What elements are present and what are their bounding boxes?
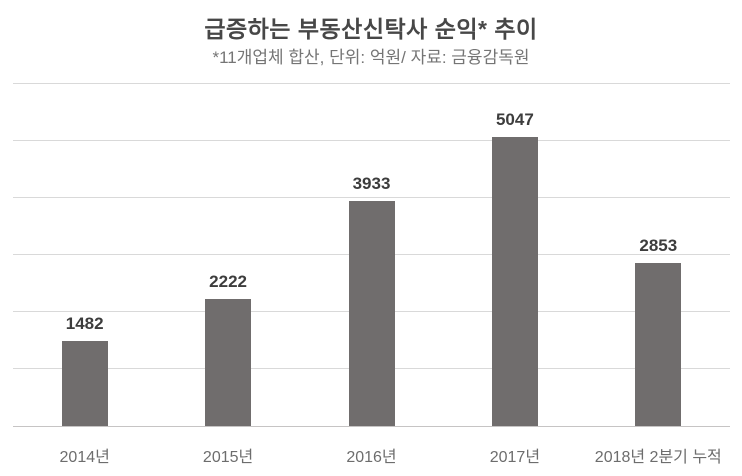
- bar-2014년: [61, 341, 108, 426]
- bar-2015년: [205, 298, 252, 426]
- gridline: [13, 196, 730, 198]
- x-axis-category-label: 2014년: [59, 449, 110, 466]
- bar-value-label: 5047: [495, 110, 534, 130]
- bar-2018년 2분기 누적: [635, 262, 682, 426]
- plot-area: 1482 2014년 2222 2015년 3933 2016년 5047 2017년 2853…: [13, 82, 730, 466]
- chart-subtitle: *11개업체 합산, 단위: 억원/ 자료: 금융감독원: [212, 48, 530, 67]
- bar-2016년: [348, 201, 395, 426]
- bar-value-label: 1482: [65, 314, 104, 334]
- x-axis-line: [13, 425, 730, 427]
- x-axis-category-label: 2018년 2분기 누적: [594, 449, 722, 466]
- gridline: [13, 82, 730, 84]
- x-axis-category-label: 2017년: [489, 449, 541, 466]
- chart-title: 급증하는 부동산신탁사 순익* 추이: [204, 16, 538, 42]
- gridline: [13, 139, 730, 141]
- x-axis-category-label: 2016년: [346, 449, 397, 466]
- x-axis-category-label: 2015년: [202, 449, 254, 466]
- bar-value-label: 2853: [639, 235, 678, 255]
- bar-value-label: 2222: [209, 271, 247, 291]
- bar-2017년: [491, 137, 538, 426]
- bar-value-label: 3933: [352, 174, 391, 194]
